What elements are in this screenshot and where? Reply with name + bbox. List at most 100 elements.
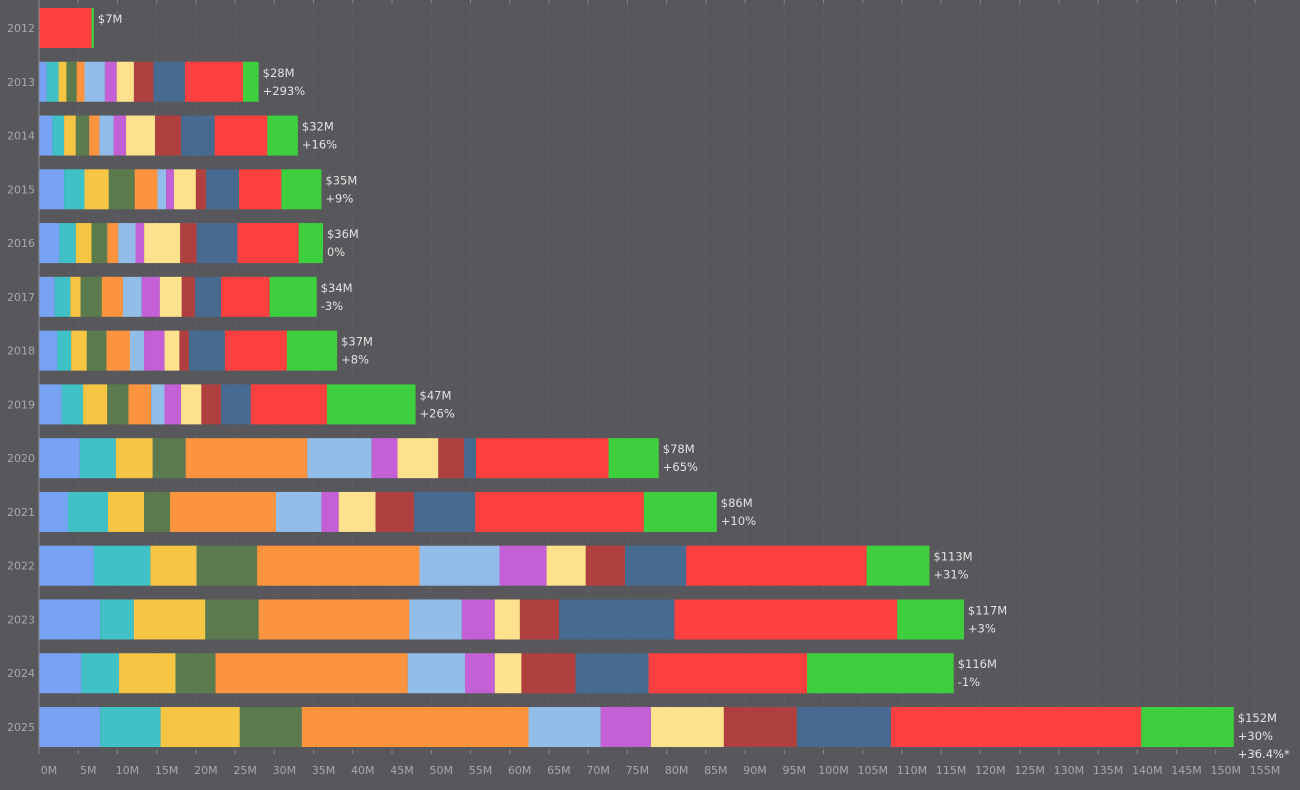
bar-segment [796,707,891,748]
x-tick-label: 120M [975,764,1006,777]
bar-segment [164,330,180,371]
bar-segment [180,223,197,264]
bar-segment [674,599,898,640]
bar-segment [64,169,85,210]
bar-segment [122,276,142,317]
bar-segment [214,115,268,156]
bar-segment [195,276,222,317]
bar-segment [151,384,165,425]
bar-segment [58,61,67,102]
y-tick-label: 2023 [7,613,35,626]
x-tick-label: 140M [1132,764,1163,777]
x-tick-label: 115M [936,764,967,777]
bar-segment [648,653,808,694]
change-label: +30% [1238,729,1273,743]
bar-segment [108,491,145,532]
x-tick-label: 5M [80,764,97,777]
change-label: +26% [420,406,455,420]
x-tick-label: 100M [818,764,849,777]
bar-segment [134,169,158,210]
x-tick-label: 155M [1250,764,1281,777]
bar-segment [239,169,282,210]
bar-segment [286,330,338,371]
x-tick-label: 20M [194,764,218,777]
bar-segment [133,599,206,640]
bar-segment [39,61,47,102]
bar-segment [68,491,109,532]
x-tick-label: 85M [704,764,728,777]
bar-segment [75,223,92,264]
bar-segment [54,276,71,317]
bar-segment [57,330,72,371]
bars [39,8,1234,748]
bar-segment [521,653,576,694]
bar-segment [185,438,308,479]
x-tick-label: 150M [1211,764,1242,777]
bar-segment [84,61,105,102]
bar-segment [39,491,69,532]
bar-segment [499,545,547,586]
bar-segment [494,653,522,694]
bar-segment [99,115,114,156]
bar-segment [39,384,62,425]
bar-segment [46,61,59,102]
bar-segment [91,223,108,264]
bar-segment [101,276,123,317]
bar-segment [164,384,181,425]
x-tick-label: 55M [469,764,493,777]
x-tick-label: 25M [233,764,257,777]
change-label: 0% [327,245,345,259]
y-tick-label: 2012 [7,22,35,35]
bar-segment [281,169,322,210]
bar-segment [108,169,135,210]
bar-segment [608,438,659,479]
bar-segment [237,223,299,264]
bar-segment [157,169,167,210]
total-labels: $7M $28M +293% $32M +16% $35M +9% $36M 0% $34M -3%… [98,12,1290,761]
y-tick-label: 2015 [7,183,35,196]
bar-segment [52,115,65,156]
bar-segment [118,223,136,264]
bar-segment [215,653,408,694]
bar-segment [79,438,116,479]
x-tick-label: 75M [626,764,650,777]
bar-segment [371,438,398,479]
bar-segment [39,8,92,48]
y-tick-label: 2021 [7,506,35,519]
change-label: +16% [302,138,337,152]
x-tick-label: 0M [41,764,58,777]
bar-segment [206,169,240,210]
bar-segment [130,330,145,371]
bar-segment [201,384,222,425]
x-tick-label: 70M [586,764,610,777]
bar-segment [155,115,181,156]
bar-segment [91,8,94,48]
extra-label: +36.4%* [1238,747,1290,761]
bar-segment [84,169,109,210]
bar-segment [807,653,954,694]
total-label: $78M [663,442,695,456]
y-tick-label: 2019 [7,398,35,411]
bar-segment [326,384,416,425]
bar-segment [159,276,182,317]
bar-segment [205,599,259,640]
bar-segment [61,384,83,425]
bar-segment [89,115,100,156]
bar-segment [897,599,964,640]
total-label: $117M [968,603,1007,617]
bar-segment [519,599,560,640]
change-label: +31% [933,568,968,582]
bar-segment [39,653,82,694]
bar-segment [141,276,160,317]
x-tick-label: 30M [273,764,297,777]
bar-segment [475,491,644,532]
bar-segment [81,653,120,694]
bar-segment [104,61,117,102]
total-label: $86M [721,496,753,510]
y-tick-label: 2016 [7,237,35,250]
bar-segment [600,707,651,748]
change-label: +8% [341,353,369,367]
bar-segment [269,276,317,317]
bar-segment [59,223,76,264]
